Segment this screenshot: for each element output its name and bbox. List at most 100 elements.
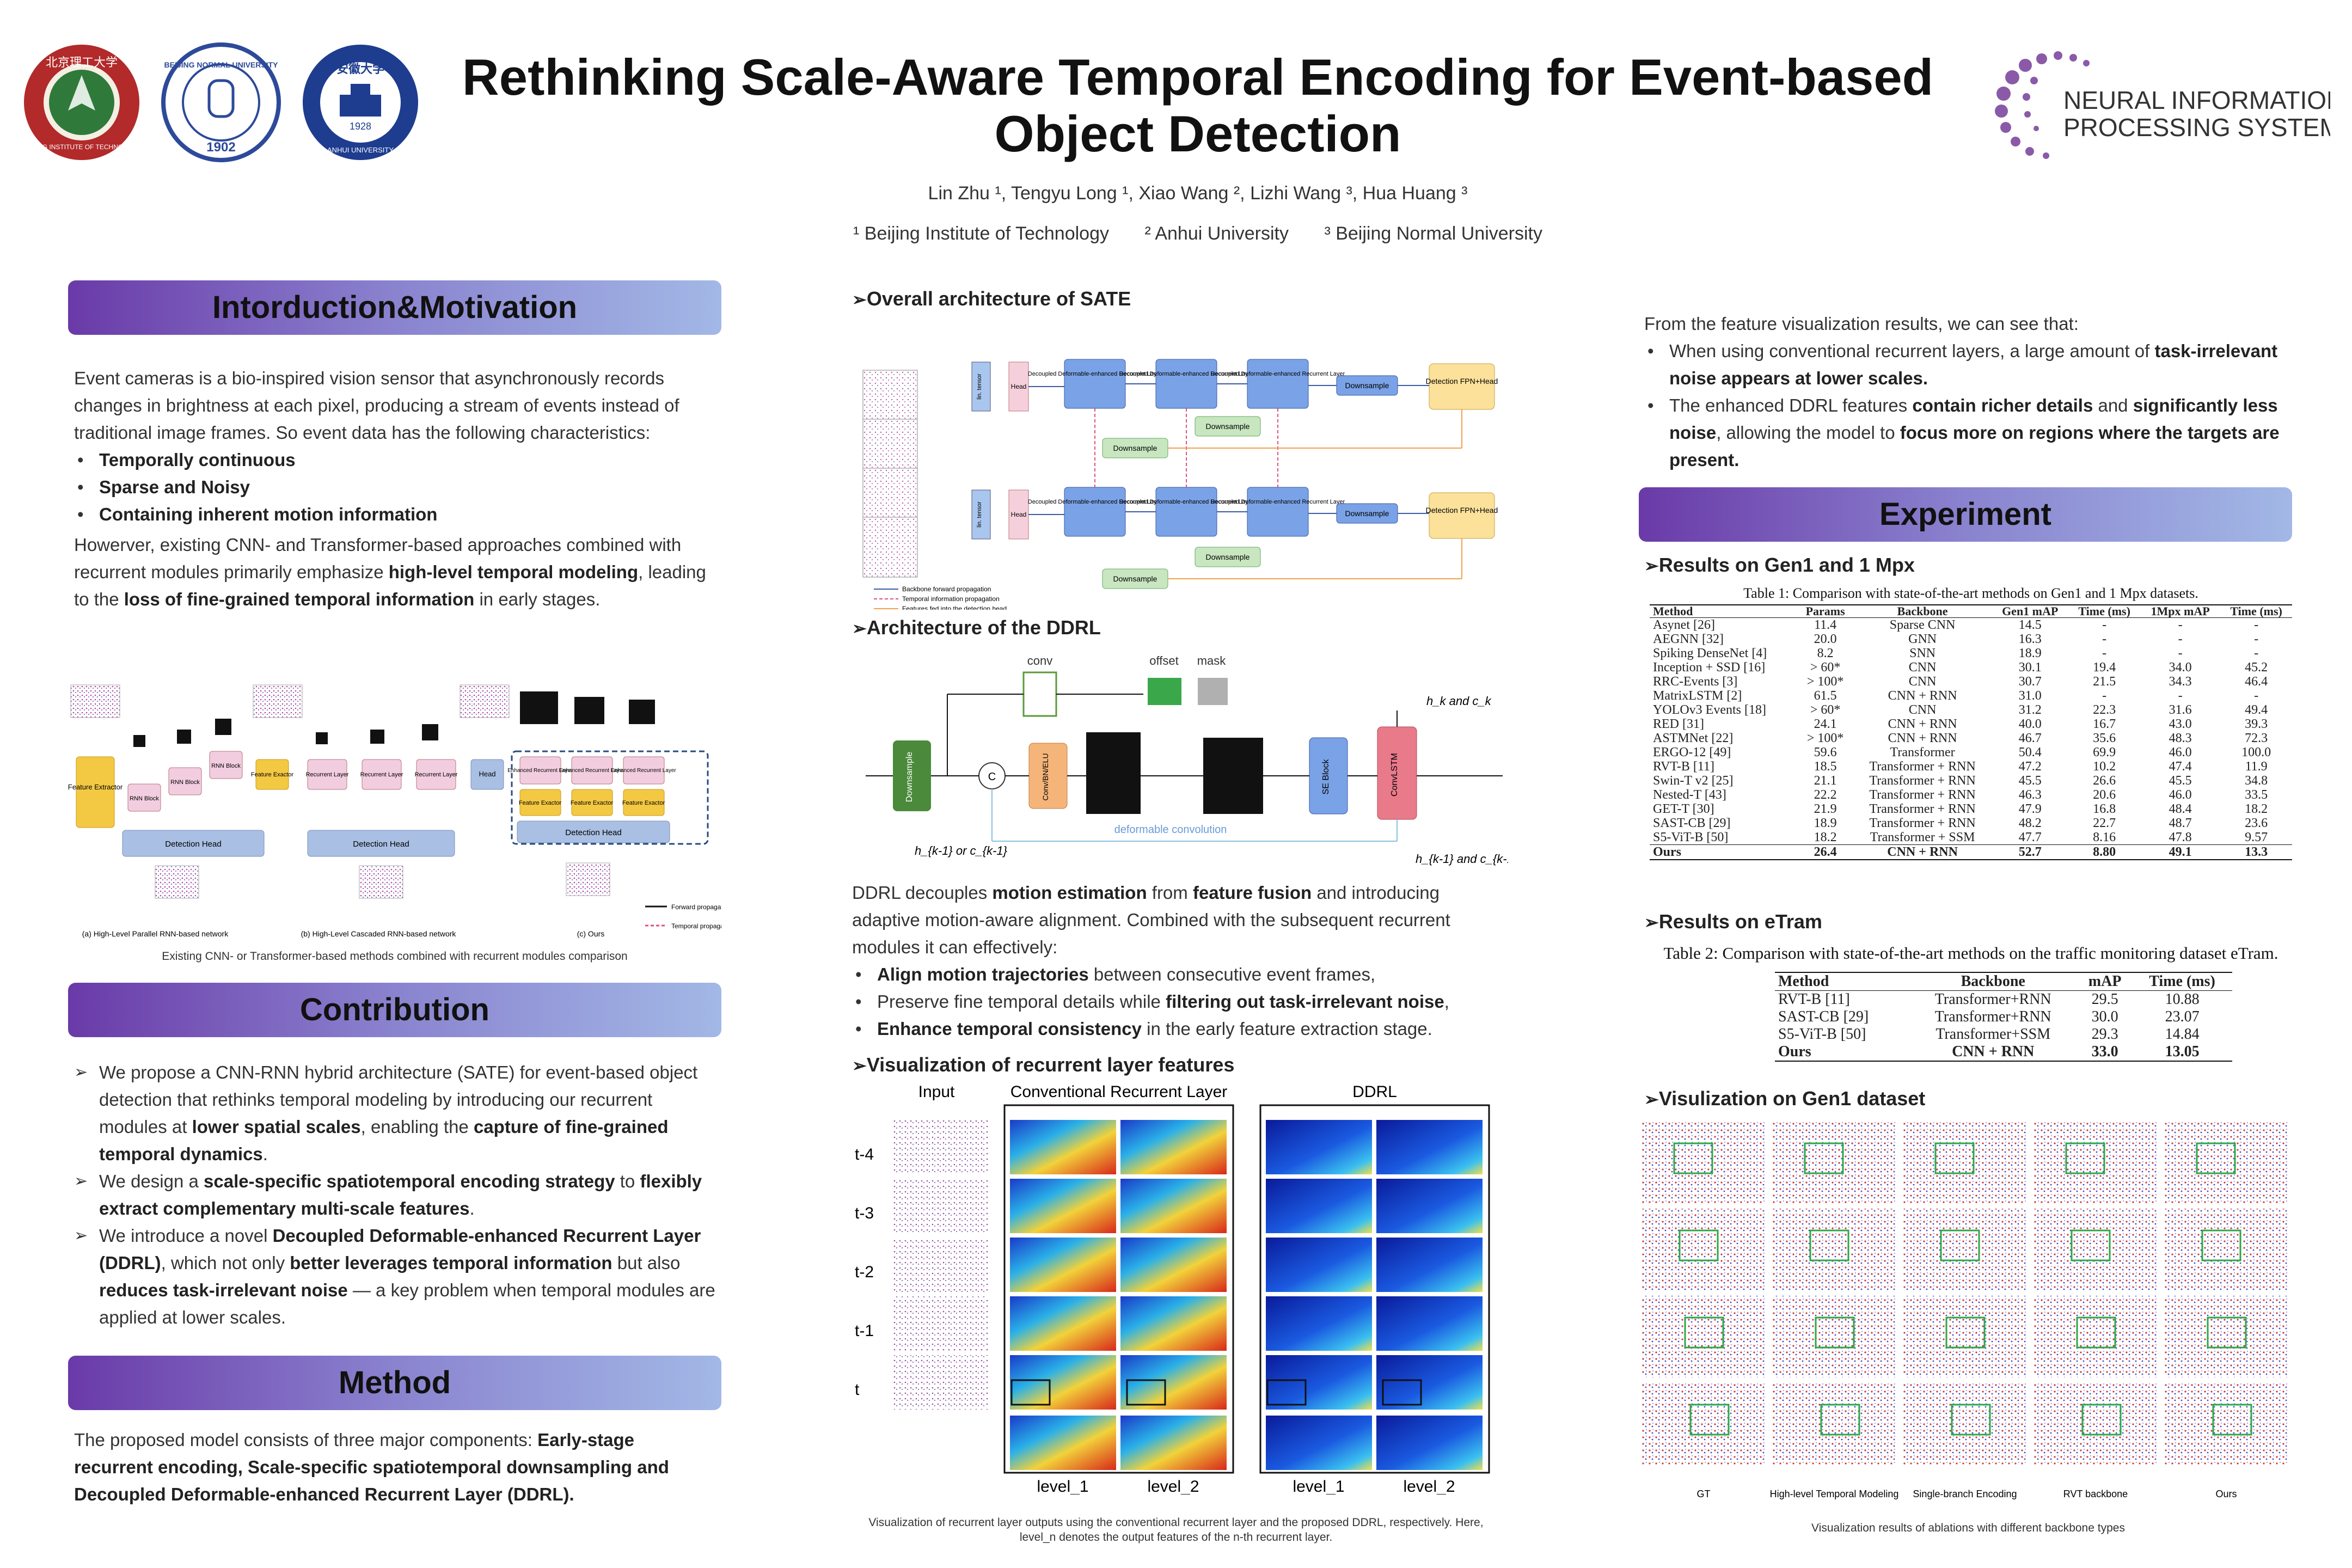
table2-cell: CNN + RNN xyxy=(1952,1043,2035,1060)
svg-text:t-3: t-3 xyxy=(855,1204,874,1222)
table1-row: YOLOv3 Events [18] > 60* CNN 31.2 22.3 31.6 49… xyxy=(1650,703,2292,717)
table1-cell: 50.4 xyxy=(2018,745,2042,759)
gen1-detection-box xyxy=(1679,1229,1719,1261)
ddrl-effect-item: Enhance temporal consistency in the earl… xyxy=(852,1015,1505,1043)
table1-cell: 47.8 xyxy=(2169,830,2192,844)
gen1-detection-box xyxy=(1951,1404,1991,1436)
table1-cell: 10.2 xyxy=(2093,759,2116,774)
characteristic-item: Containing inherent motion information xyxy=(74,501,716,528)
table1-cell: 18.9 xyxy=(2018,646,2042,660)
characteristic-item: Sparse and Noisy xyxy=(74,474,716,501)
findings-intro: From the feature visualization results, … xyxy=(1644,314,2079,334)
table2: Method Backbone mAP Time (ms) RVT-B [11]… xyxy=(1775,972,2232,1062)
table2-cell: Transformer+RNN xyxy=(1934,1008,2051,1025)
vis-ddrl-maps xyxy=(1266,1120,1483,1470)
table2-row: Ours CNN + RNN 33.0 13.05 xyxy=(1775,1043,2232,1061)
intro-text: Event cameras is a bio-inspired vision s… xyxy=(74,365,716,613)
gen1-detection-box xyxy=(2212,1404,2252,1436)
table1-row: RRC-Events [3] > 100* CNN 30.7 21.5 34.3 46.4 xyxy=(1650,675,2292,689)
svg-text:conv: conv xyxy=(1027,654,1052,667)
vis-level2-ddrl: level_2 xyxy=(1403,1478,1455,1494)
gen1-col-label: Ours xyxy=(2215,1489,2237,1499)
table1-cell: RRC-Events [3] xyxy=(1653,675,1738,689)
bit-logo: 北京理工大学 BEIJING INSTITUTE OF TECHNOLOGY xyxy=(22,42,142,162)
table1-cell: Asynet [26] xyxy=(1653,618,1715,632)
gen1-vis-frame xyxy=(1903,1209,2027,1290)
table2-cell: 23.07 xyxy=(2165,1008,2200,1025)
gen1-vis-frame xyxy=(2033,1122,2158,1203)
table1-cell: 47.7 xyxy=(2018,830,2042,844)
table1-cell: - xyxy=(2254,632,2259,646)
table1-cell: 18.9 xyxy=(1814,816,1837,830)
table1-cell: 39.3 xyxy=(2245,717,2268,731)
svg-text:(b) High-Level Cascaded RNN-ba: (b) High-Level Cascaded RNN-based networ… xyxy=(301,929,457,938)
ddrl-effect-item: Align motion trajectories between consec… xyxy=(852,961,1505,988)
table1-cell: 16.8 xyxy=(2093,802,2116,816)
table1-cell: - xyxy=(2102,689,2107,703)
gen1-vis-frame xyxy=(2033,1383,2158,1465)
gen1-detection-box xyxy=(1689,1404,1730,1436)
table1-cell: 26.6 xyxy=(2093,774,2116,788)
svg-text:Decoupled Deformable-enhanced: Decoupled Deformable-enhanced Recurrent … xyxy=(1028,499,1162,505)
table1-cell: 8.16 xyxy=(2093,830,2116,844)
table2-cell: Ours xyxy=(1778,1043,1811,1060)
svg-text:h_k and c_k: h_k and c_k xyxy=(1426,694,1492,708)
table1-cell: Transformer + RNN xyxy=(1869,774,1976,788)
table2-cell: 14.84 xyxy=(2165,1026,2200,1043)
etram-results-heading: Results on eTram xyxy=(1644,910,1822,933)
table1-cell: GNN xyxy=(1908,632,1937,646)
gen1-vis-frame xyxy=(2164,1296,2288,1377)
table1-cell: CNN + RNN xyxy=(1888,717,1957,731)
gen1-vis-frame xyxy=(1772,1296,1896,1377)
table1-cell: - xyxy=(2102,646,2107,660)
table1-cell: 21.1 xyxy=(1814,774,1837,788)
svg-text:Enhanced Recurrent Layer: Enhanced Recurrent Layer xyxy=(611,768,676,774)
svg-text:deformable convolution: deformable convolution xyxy=(1114,824,1227,836)
ddrl-effect-item: Preserve fine temporal details while fil… xyxy=(852,988,1505,1015)
ahu-logo-year: 1928 xyxy=(350,121,371,132)
gen1-detection-box xyxy=(1820,1404,1860,1436)
table1-cell: 49.1 xyxy=(2169,845,2192,859)
table1-cell: 69.9 xyxy=(2093,745,2116,759)
table1-cell: 49.4 xyxy=(2245,703,2268,717)
table2-header: Backbone xyxy=(1961,973,2025,990)
table1-caption: Table 1: Comparison with state-of-the-ar… xyxy=(1743,585,2198,601)
ddrl-effects-list: Align motion trajectories between consec… xyxy=(852,961,1505,1043)
table1-header: Gen1 mAP xyxy=(2002,604,2059,618)
gen1-vis-frame xyxy=(1772,1122,1896,1203)
svg-text:Enhanced Recurrent Layer: Enhanced Recurrent Layer xyxy=(507,768,573,774)
table1-cell: Ours xyxy=(1653,845,1682,859)
svg-text:RNN Block: RNN Block xyxy=(130,795,159,802)
gen1-detection-box xyxy=(1673,1142,1713,1174)
table1-row: S5-ViT-B [50] 18.2 Transformer + SSM 47.7 8.… xyxy=(1650,830,2292,845)
table1-cell: Spiking DenseNet [4] xyxy=(1653,646,1767,660)
svg-text:Head: Head xyxy=(1011,511,1027,518)
vis-col-ddrl: DDRL xyxy=(1352,1083,1397,1101)
table1-cell: 34.0 xyxy=(2169,660,2192,675)
affiliation-1: ¹ Beijing Institute of Technology xyxy=(853,223,1109,244)
affiliation-3: ³ Beijing Normal University xyxy=(1324,223,1542,244)
gen1-detection-box xyxy=(2076,1316,2116,1349)
bnu-logo-year: 1902 xyxy=(206,140,235,155)
table1-cell: > 60* xyxy=(1810,703,1841,717)
table1-cell: 46.0 xyxy=(2169,788,2192,802)
sate-figure: lin. tensor Head Decoupled Deformable-en… xyxy=(857,327,1522,612)
gen1-detection-box xyxy=(1934,1142,1975,1174)
svg-text:t: t xyxy=(855,1381,860,1399)
table1-cell: - xyxy=(2178,646,2183,660)
table1-row: Swin-T v2 [25] 21.1 Transformer + RNN 45.5 2… xyxy=(1650,774,2292,788)
svg-text:SE Block: SE Block xyxy=(1321,759,1331,795)
table1-cell: 46.0 xyxy=(2169,745,2192,759)
table2-cell: S5-ViT-B [50] xyxy=(1778,1026,1866,1043)
ddrl-figure: conv offset mask Downsample C Conv/BN/EL… xyxy=(866,651,1518,879)
table1-cell: 14.5 xyxy=(2018,618,2042,632)
svg-text:Recurrent Layer: Recurrent Layer xyxy=(360,771,403,778)
vis-input-frames xyxy=(893,1120,988,1410)
table1-cell: 18.2 xyxy=(1814,830,1837,844)
table1-row: MatrixLSTM [2] 61.5 CNN + RNN 31.0 - - - xyxy=(1650,689,2292,703)
gen1-detection-box xyxy=(1804,1142,1844,1174)
vis-level1-ddrl: level_1 xyxy=(1293,1478,1344,1494)
table1-header: Params xyxy=(1805,604,1845,618)
svg-text:lin. tensor: lin. tensor xyxy=(976,501,983,528)
table1-cell: 31.6 xyxy=(2169,703,2192,717)
